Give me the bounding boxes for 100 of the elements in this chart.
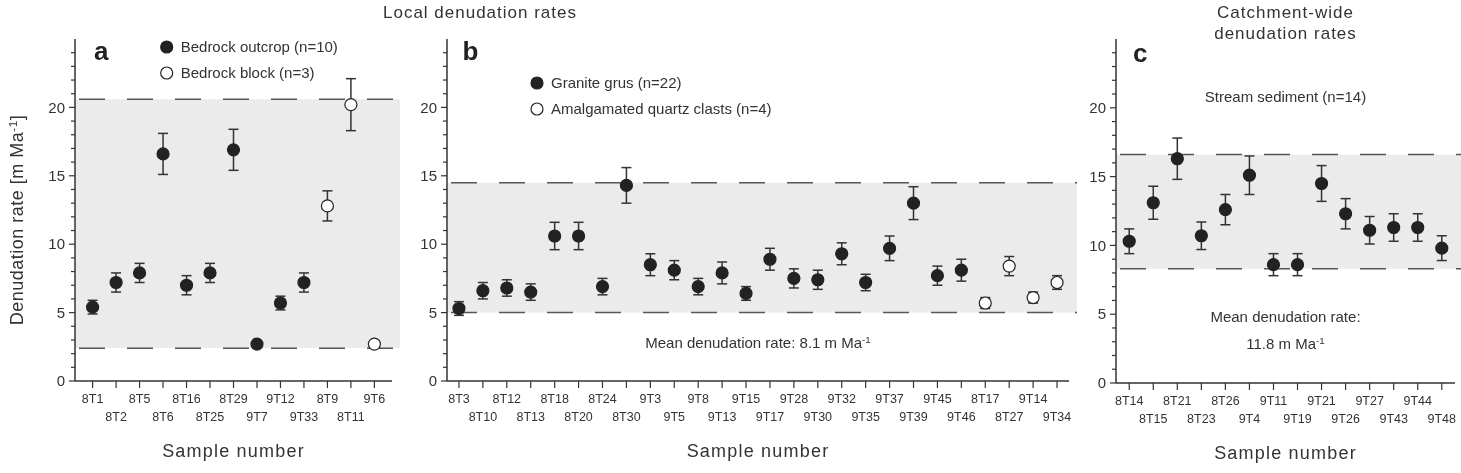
x-tick-label: 9T17 — [755, 410, 785, 424]
point — [930, 269, 945, 283]
x-tick-label: 8T10 — [468, 410, 498, 424]
legend-label: Bedrock outcrop (n=10) — [180, 38, 338, 56]
x-tick-label: 9T34 — [1042, 410, 1072, 424]
x-tick-label: 9T7 — [246, 410, 268, 424]
y-tick-label: 5 — [428, 303, 437, 321]
x-tick-label: 9T45 — [923, 392, 952, 406]
x-tick-label: 8T9 — [316, 392, 339, 406]
point — [1314, 176, 1329, 191]
point — [787, 271, 801, 285]
x-tick-label: 8T20 — [564, 410, 593, 424]
point — [1146, 196, 1160, 210]
x-tick-label: 9T33 — [289, 410, 319, 424]
y-tick-label: 0 — [56, 372, 65, 390]
point — [179, 278, 194, 292]
x-tick-label: 9T21 — [1307, 394, 1336, 408]
point — [571, 229, 586, 243]
point — [763, 252, 777, 266]
annotation: a — [94, 36, 110, 66]
point — [1435, 241, 1449, 255]
point — [1218, 203, 1232, 217]
x-tick-label: 8T12 — [492, 392, 522, 406]
x-tick-label: 9T15 — [731, 392, 761, 406]
point — [1170, 152, 1184, 166]
x-tick-label: 9T28 — [779, 392, 809, 406]
x-tick-label: 8T25 — [195, 410, 225, 424]
point — [1002, 259, 1016, 273]
x-tick-label: 9T27 — [1355, 394, 1384, 408]
annotation: b — [462, 36, 479, 66]
x-tick-label: 9T3 — [639, 392, 662, 406]
legend-label: Granite grus (n=22) — [551, 74, 682, 92]
point — [1411, 220, 1425, 235]
point — [132, 266, 147, 280]
x-tick-label: 8T2 — [105, 410, 127, 424]
y-tick-label: 0 — [1097, 374, 1106, 392]
x-tick-label: 8T14 — [1114, 394, 1144, 408]
point — [1387, 220, 1401, 235]
point — [1339, 207, 1353, 221]
x-tick-label: 9T44 — [1403, 394, 1433, 408]
x-tick-label: 9T26 — [1331, 412, 1360, 426]
x-tick-label: 9T19 — [1283, 412, 1312, 426]
x-tick-label: 9T43 — [1379, 412, 1408, 426]
x-tick-label: 8T5 — [128, 392, 151, 406]
y-tick-label: 5 — [1097, 305, 1106, 323]
x-tick-label: 9T6 — [363, 392, 386, 406]
x-tick-label: 9T39 — [899, 410, 928, 424]
y-tick-label: 15 — [1089, 167, 1106, 185]
y-tick-label: 10 — [48, 235, 65, 253]
point — [1266, 258, 1281, 272]
x-tick-label: 8T1 — [81, 392, 104, 406]
x-tick-label: 8T29 — [219, 392, 248, 406]
point — [203, 266, 217, 280]
x-tick-label: 8T16 — [172, 392, 201, 406]
point — [1194, 229, 1208, 243]
x-tick-label: 8T26 — [1211, 394, 1240, 408]
point — [954, 263, 968, 277]
x-tick-label: 9T11 — [1259, 394, 1288, 408]
x-axis-title: Sample number — [1214, 443, 1357, 463]
annotation: Mean denudation rate: 8.1 m Ma$^{-1}$ — [645, 333, 871, 351]
x-tick-label: 9T30 — [803, 410, 833, 424]
chart-title: Catchment-wide denudation rates — [1214, 3, 1357, 43]
y-tick-label: 20 — [1089, 99, 1106, 117]
y-tick-label: 20 — [48, 98, 65, 116]
point — [882, 241, 897, 255]
y-tick-label: 10 — [1089, 236, 1106, 254]
point — [619, 178, 634, 192]
point — [1122, 234, 1136, 248]
x-tick-label: 9T48 — [1427, 412, 1457, 426]
x-tick-label: 8T17 — [971, 392, 1000, 406]
point — [226, 143, 241, 157]
point — [344, 98, 358, 112]
point — [643, 258, 657, 272]
x-tick-label: 9T32 — [827, 392, 857, 406]
point — [548, 229, 562, 243]
annotation: Stream sediment (n=14) — [1204, 88, 1367, 105]
annotation: Mean denudation rate: 11.8 m Ma$^{-1}$ — [1210, 308, 1361, 352]
y-tick-label: 15 — [420, 167, 437, 185]
y-tick-label: 10 — [420, 235, 437, 253]
x-tick-label: 8T3 — [448, 392, 470, 406]
point — [1363, 223, 1377, 237]
x-tick-label: 9T13 — [707, 410, 737, 424]
point — [156, 147, 170, 161]
x-tick-label: 8T11 — [337, 410, 365, 424]
x-tick-label: 9T4 — [1238, 412, 1261, 426]
x-tick-label: 8T24 — [588, 392, 617, 406]
point — [1290, 258, 1305, 272]
x-tick-label: 8T23 — [1187, 412, 1216, 426]
annotation: c — [1132, 38, 1148, 68]
x-tick-label: 8T13 — [516, 410, 546, 424]
x-tick-label: 9T35 — [851, 410, 880, 424]
x-axis-title: Sample number — [686, 441, 830, 461]
x-tick-label: 8T30 — [612, 410, 641, 424]
y-tick-label: 20 — [420, 98, 437, 116]
point — [367, 337, 381, 351]
chart-title: Local denudation rates — [382, 3, 578, 22]
x-tick-label: 9T5 — [663, 410, 686, 424]
point — [811, 273, 825, 287]
point — [320, 199, 335, 213]
x-axis-title: Sample number — [162, 441, 305, 461]
